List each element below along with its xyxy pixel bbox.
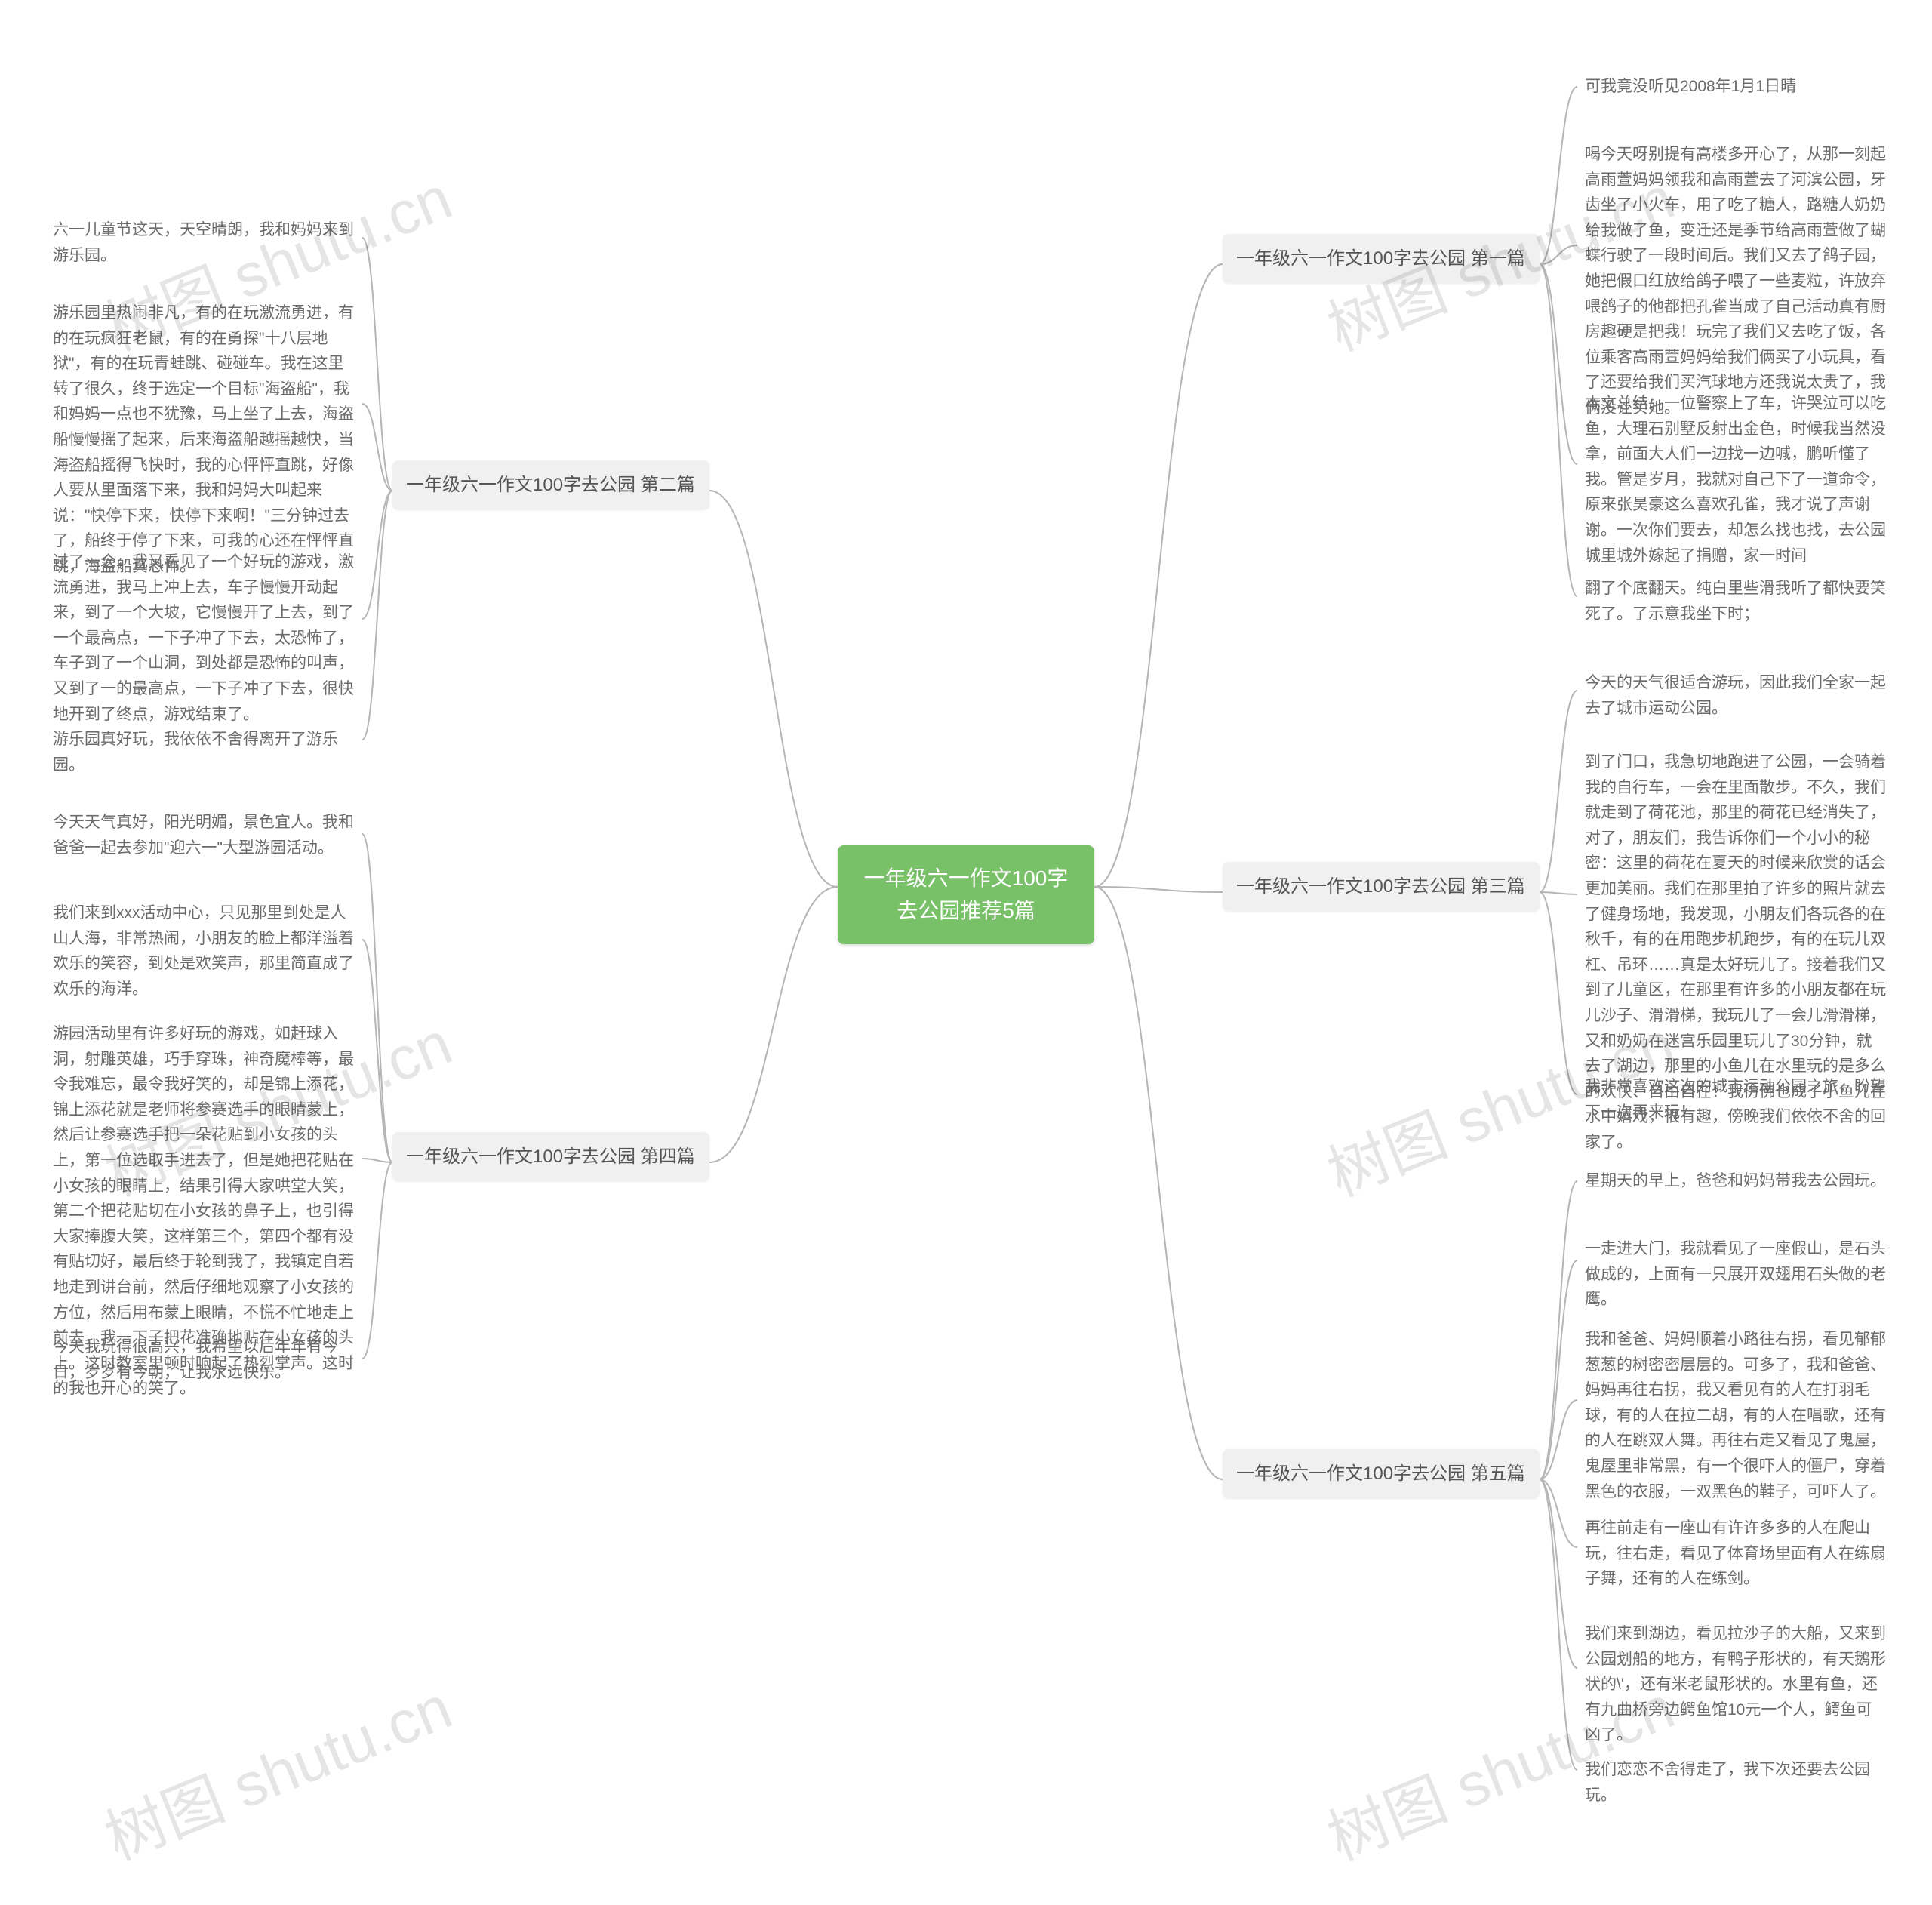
leaf-node: 一走进大门，我就看见了一座假山，是石头做成的，上面有一只展开双翅用石头做的老鹰。 <box>1577 1230 1894 1319</box>
leaf-node: 我非常喜欢这次的城市运动公园之旅，盼望下一次再来玩！ <box>1577 1068 1894 1131</box>
leaf-node: 再往前走有一座山有许许多多的人在爬山玩，往右走，看见了体育场里面有人在练扇子舞，… <box>1577 1510 1894 1598</box>
leaf-node: 翻了个底翻天。纯白里些滑我听了都快要笑死了。了示意我坐下时； <box>1577 570 1894 632</box>
leaf-node: 六一儿童节这天，天空晴朗，我和妈妈来到游乐园。 <box>45 211 362 274</box>
branch-node: 一年级六一作文100字去公园 第二篇 <box>392 460 709 509</box>
leaf-node: 我们来到湖边，看见拉沙子的大船，又来到公园划船的地方，有鸭子形状的，有天鹅形状的… <box>1577 1615 1894 1754</box>
leaf-node: 我们来到xxx活动中心，只见那里到处是人山人海，非常热闹，小朋友的脸上都洋溢着欢… <box>45 894 362 1008</box>
branch-node: 一年级六一作文100字去公园 第一篇 <box>1223 234 1540 283</box>
branch-node: 一年级六一作文100字去公园 第三篇 <box>1223 862 1540 911</box>
leaf-node: 过了一会，我又看见了一个好玩的游戏，激流勇进，我马上冲上去，车子慢慢开动起来，到… <box>45 543 362 733</box>
watermark: 树图 shutu.cn <box>91 1659 463 1877</box>
leaf-node: 今天天气真好，阳光明媚，景色宜人。我和爸爸一起去参加"迎六一"大型游园活动。 <box>45 804 362 866</box>
mindmap-canvas: 一年级六一作文100字去公园推荐5篇 一年级六一作文100字去公园 第一篇一年级… <box>0 0 1932 1905</box>
leaf-node: 今天我玩得很高兴，我希望以后年年有今日，岁岁有今朝，让我永远快乐。 <box>45 1328 362 1391</box>
leaf-node: 我和爸爸、妈妈顺着小路往右拐，看见郁郁葱葱的树密密层层的。可多了，我和爸爸、妈妈… <box>1577 1321 1894 1510</box>
branch-node: 一年级六一作文100字去公园 第四篇 <box>392 1132 709 1181</box>
leaf-node: 喝今天呀别提有高楼多开心了，从那一刻起高雨萱妈妈领我和高雨萱去了河滨公园，牙齿坐… <box>1577 136 1894 427</box>
leaf-node: 可我竟没听见2008年1月1日晴 <box>1577 68 1894 106</box>
leaf-node: 我们恋恋不舍得走了，我下次还要去公园玩。 <box>1577 1751 1894 1814</box>
leaf-node: 游乐园里热闹非凡，有的在玩激流勇进，有的在玩疯狂老鼠，有的在勇探"十八层地狱"，… <box>45 294 362 586</box>
leaf-node: 今天的天气很适合游玩，因此我们全家一起去了城市运动公园。 <box>1577 664 1894 727</box>
leaf-node: 本文总结：一位警察上了车，许哭泣可以吃鱼，大理石别墅反射出金色，时候我当然没拿，… <box>1577 385 1894 574</box>
leaf-node: 游乐园真好玩，我依依不舍得离开了游乐园。 <box>45 721 362 783</box>
branch-node: 一年级六一作文100字去公园 第五篇 <box>1223 1449 1540 1498</box>
root-node: 一年级六一作文100字去公园推荐5篇 <box>838 845 1094 944</box>
leaf-node: 星期天的早上，爸爸和妈妈带我去公园玩。 <box>1577 1162 1894 1200</box>
